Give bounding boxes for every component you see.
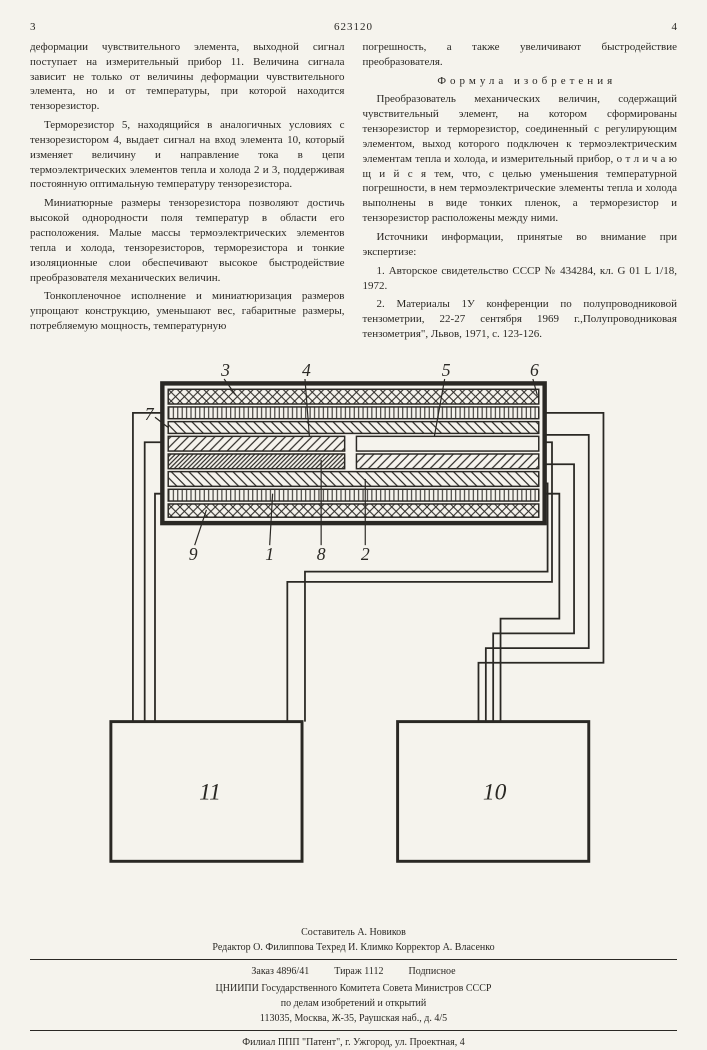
footer-author: Составитель А. Новиков xyxy=(30,925,677,940)
para-b1: Преобразователь механических величин, со… xyxy=(363,92,678,226)
label-11: 11 xyxy=(199,779,221,805)
callout-6: 6 xyxy=(530,360,539,380)
source-2: 2. Материалы 1У конференции по полупрово… xyxy=(363,297,678,342)
sources-title: Источники информации, принятые во вниман… xyxy=(363,230,678,260)
callout-2: 2 xyxy=(361,544,370,564)
footer-order: Заказ 4896/41 xyxy=(251,964,309,979)
para-a0: деформации чувствительного элемента, вых… xyxy=(30,40,345,114)
para-a2: Миниатюрные размеры тензорезистора позво… xyxy=(30,196,345,285)
callout-8: 8 xyxy=(317,544,326,564)
callout-5: 5 xyxy=(442,360,451,380)
schematic-svg: 3 4 5 6 7 9 1 8 2 xyxy=(30,354,677,913)
source-1: 1. Авторское свидетельство СССР № 434284… xyxy=(363,264,678,294)
callout-9: 9 xyxy=(189,544,198,564)
callout-4: 4 xyxy=(302,360,311,380)
callout-1: 1 xyxy=(265,544,274,564)
footer-org1: ЦНИИПИ Государственного Комитета Совета … xyxy=(30,981,677,996)
footer-tirazh: Тираж 1112 xyxy=(334,964,383,979)
para-a3: Тонкопленочное исполнение и миниатюризац… xyxy=(30,289,345,334)
formula-title: Формула изобретения xyxy=(363,74,678,89)
label-10: 10 xyxy=(483,779,507,805)
column-right: погрешность, а также увеличивают быстрод… xyxy=(363,40,678,346)
callout-7: 7 xyxy=(145,404,155,424)
page-num-left: 3 xyxy=(30,20,36,35)
footer-addr2: Филиал ППП "Патент", г. Ужгород, ул. Про… xyxy=(30,1035,677,1050)
page-num-right: 4 xyxy=(672,20,678,35)
schematic-figure: 3 4 5 6 7 9 1 8 2 xyxy=(30,354,677,913)
footer-addr1: 113035, Москва, Ж-35, Раушская наб., д. … xyxy=(30,1011,677,1026)
patent-number: 623120 xyxy=(334,20,373,35)
text-columns: деформации чувствительного элемента, вых… xyxy=(30,40,677,346)
para-a1: Терморезистор 5, находящийся в аналогичн… xyxy=(30,118,345,192)
footer-org2: по делам изобретений и открытий xyxy=(30,996,677,1011)
imprint-footer: Составитель А. Новиков Редактор О. Филип… xyxy=(30,925,677,1050)
para-b0: погрешность, а также увеличивают быстрод… xyxy=(363,40,678,70)
column-left: деформации чувствительного элемента, вых… xyxy=(30,40,345,346)
footer-podpis: Подписное xyxy=(409,964,456,979)
callout-3: 3 xyxy=(220,360,230,380)
footer-editor: Редактор О. Филиппова Техред И. Климко К… xyxy=(30,940,677,955)
